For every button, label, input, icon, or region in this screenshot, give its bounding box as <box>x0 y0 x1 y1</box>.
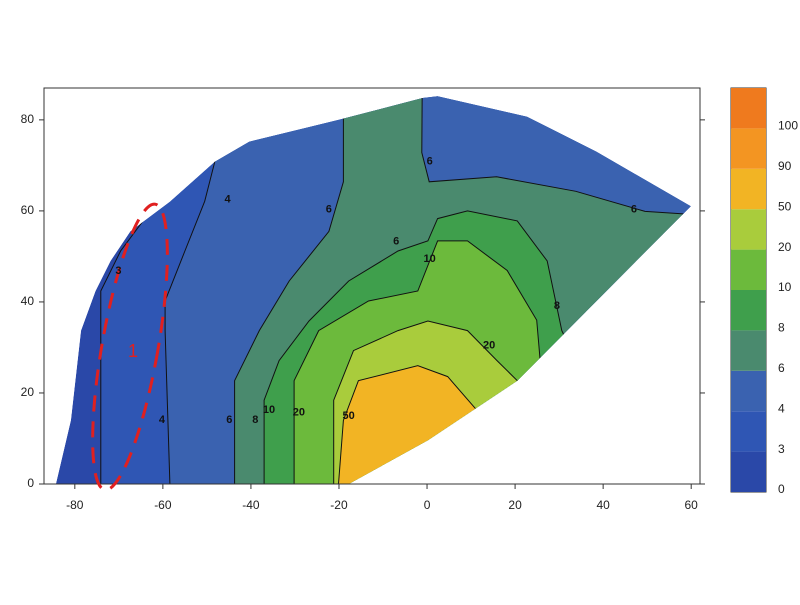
x-tick-label: -20 <box>330 498 348 512</box>
plot-frame <box>43 87 701 485</box>
colorbar-label: 0 <box>778 482 785 496</box>
highlight-ellipse <box>91 202 169 492</box>
contour-label: 4 <box>159 414 166 426</box>
contour-label: 8 <box>554 300 560 312</box>
colorbar-label: 10 <box>778 280 792 294</box>
x-tick-label: 40 <box>596 498 610 512</box>
x-tick-label: 20 <box>508 498 522 512</box>
colorbar-label: 8 <box>778 321 785 335</box>
colorbar-segment <box>731 88 766 129</box>
x-tick-label: -60 <box>154 498 172 512</box>
contour-label: 3 <box>115 265 121 277</box>
colorbar-label: 100 <box>778 119 798 133</box>
contour-label: 50 <box>343 410 355 422</box>
contour-label: 20 <box>293 406 305 418</box>
y-tick-label: 60 <box>21 203 35 217</box>
y-tick-label: 80 <box>21 112 35 126</box>
x-tick-label: 60 <box>685 498 699 512</box>
colorbar-label: 90 <box>778 159 792 173</box>
colorbar-segment <box>731 209 766 250</box>
contour-label: 20 <box>483 340 495 352</box>
colorbar-segment <box>731 249 766 290</box>
contour-label: 6 <box>631 203 637 215</box>
colorbar-segment <box>731 128 766 169</box>
colorbar-segment <box>731 370 766 412</box>
colorbar-segment <box>731 411 766 452</box>
contour-label: 6 <box>326 203 332 215</box>
colorbar-segment <box>731 290 766 331</box>
contour-label: 10 <box>263 404 275 416</box>
contour-label: 6 <box>226 414 232 426</box>
contour-label: 4 <box>225 193 232 205</box>
colorbar-label: 6 <box>778 361 785 375</box>
colorbar-segment <box>731 330 766 371</box>
contour-label: 6 <box>393 235 399 247</box>
colorbar-segment <box>731 168 766 210</box>
contour-label: 6 <box>427 156 433 168</box>
colorbar-segment <box>731 451 766 492</box>
y-tick-label: 40 <box>21 294 35 308</box>
x-tick-label: -80 <box>66 498 84 512</box>
x-tick-label: 0 <box>424 498 431 512</box>
x-tick-label: -40 <box>242 498 260 512</box>
colorbar-label: 3 <box>778 442 785 456</box>
y-tick-label: 0 <box>27 476 34 490</box>
contour-label: 10 <box>424 253 436 265</box>
y-tick-label: 20 <box>21 385 35 399</box>
colorbar-label: 4 <box>778 401 785 415</box>
contour-label: 8 <box>252 414 258 426</box>
colorbar-label: 20 <box>778 240 792 254</box>
colorbar-label: 50 <box>778 199 792 213</box>
annotation: 1 <box>128 341 138 361</box>
